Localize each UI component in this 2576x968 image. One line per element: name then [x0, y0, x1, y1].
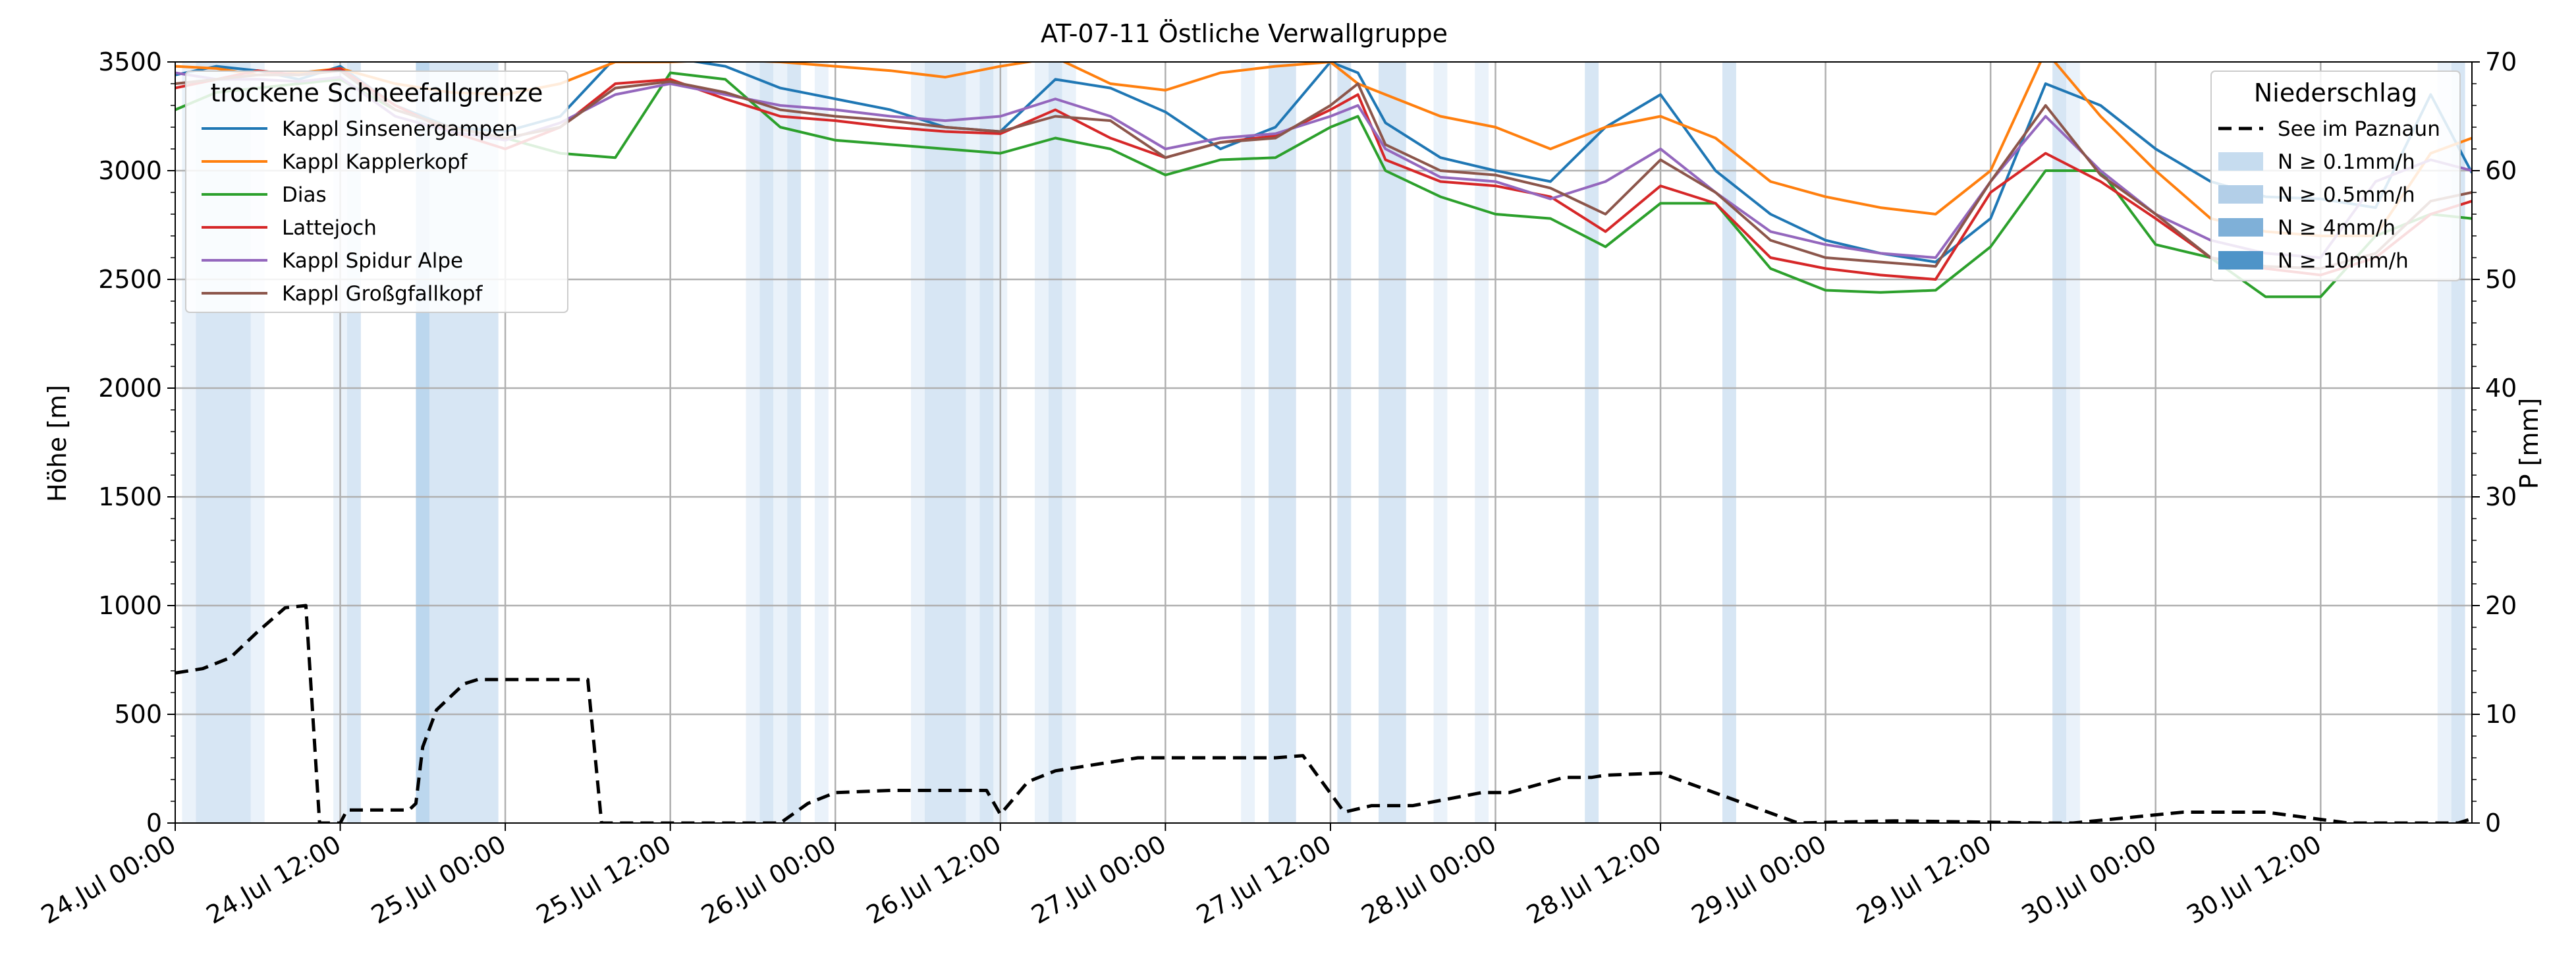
- legend-right-title: Niederschlag: [2254, 78, 2417, 107]
- precipitation-band: [1379, 62, 1406, 823]
- y-tick-label-left: 1500: [98, 482, 162, 511]
- legend-left-label: Kappl Sinsenergampen: [282, 117, 518, 141]
- y-tick-label-left: 3000: [98, 156, 162, 185]
- precipitation-band: [1048, 62, 1062, 823]
- precipitation-band: [1475, 62, 1489, 823]
- y-tick-label-right: 40: [2485, 374, 2517, 403]
- legend-right-label: N ≥ 10mm/h: [2278, 249, 2409, 273]
- precipitation-band: [1035, 62, 1049, 823]
- y-tick-label-left: 2500: [98, 265, 162, 294]
- precipitation-band: [1722, 62, 1736, 823]
- y-tick-label-right: 60: [2485, 156, 2517, 185]
- precipitation-band: [924, 62, 966, 823]
- precipitation-band: [746, 62, 760, 823]
- legend-left-label: Lattejoch: [282, 216, 377, 240]
- precipitation-band: [1241, 62, 1255, 823]
- legend-left-label: Kappl Großgfallkopf: [282, 282, 483, 306]
- chart-title: AT-07-11 Östliche Verwallgruppe: [1041, 19, 1448, 48]
- legend-left-label: Dias: [282, 183, 327, 207]
- legend-left-title: trockene Schneefallgrenze: [211, 78, 543, 107]
- y-tick-label-right: 20: [2485, 591, 2517, 620]
- legend-right-swatch: [2218, 251, 2263, 270]
- precipitation-band: [2052, 62, 2067, 823]
- precipitation-band: [1268, 62, 1296, 823]
- y-tick-label-left: 2000: [98, 374, 162, 403]
- legend-right-swatch: [2218, 185, 2263, 204]
- y-tick-label-right: 70: [2485, 47, 2517, 76]
- precipitation-band: [911, 62, 925, 823]
- y-tick-label-right: 50: [2485, 265, 2517, 294]
- precipitation-band: [966, 62, 980, 823]
- legend-left-items: Kappl Sinsenergampen Kappl Kapplerkopf Dia…: [202, 117, 518, 306]
- y-tick-label-right: 30: [2485, 482, 2517, 511]
- legend-right-label: N ≥ 0.5mm/h: [2278, 183, 2415, 207]
- legend-right-items: See im Paznaun N ≥ 0.1mm/h N ≥ 0.5mm/h N ≥ …: [2218, 117, 2440, 273]
- legend-right-label: N ≥ 4mm/h: [2278, 216, 2396, 240]
- precipitation-band: [787, 62, 802, 823]
- legend-right-swatch: [2218, 152, 2263, 171]
- precipitation-band: [979, 62, 994, 823]
- legend-left-box: [185, 71, 568, 313]
- precipitation-band: [2066, 62, 2080, 823]
- precipitation-band: [773, 62, 788, 823]
- precipitation-band: [759, 62, 774, 823]
- y-tick-label-right: 0: [2485, 809, 2501, 838]
- legend-right-box: [2210, 71, 2461, 281]
- legend-left: trockene Schneefallgrenze Kappl Sinsener…: [185, 71, 568, 313]
- y-axis-label-left: Höhe [m]: [43, 385, 72, 502]
- legend-right: Niederschlag See im Paznaun N ≥ 0.1mm/h N …: [2210, 71, 2461, 281]
- legend-right-label: N ≥ 0.1mm/h: [2278, 150, 2415, 174]
- legend-left-label: Kappl Kapplerkopf: [282, 150, 468, 174]
- y-tick-label-left: 1000: [98, 591, 162, 620]
- legend-left-label: Kappl Spidur Alpe: [282, 249, 463, 273]
- precipitation-band: [1337, 62, 1352, 823]
- y-tick-label-left: 3500: [98, 47, 162, 76]
- precipitation-band: [814, 62, 829, 823]
- legend-right-swatch: [2218, 218, 2263, 237]
- legend-right-label: See im Paznaun: [2278, 117, 2440, 141]
- y-axis-label-right: P [mm]: [2515, 398, 2544, 490]
- precipitation-band: [1062, 62, 1076, 823]
- precipitation-band: [1585, 62, 1599, 823]
- precipitation-band: [1433, 62, 1448, 823]
- y-tick-label-right: 10: [2485, 700, 2517, 729]
- y-tick-label-left: 500: [114, 700, 162, 729]
- plot-frame: [175, 61, 2473, 824]
- y-tick-label-left: 0: [146, 809, 162, 838]
